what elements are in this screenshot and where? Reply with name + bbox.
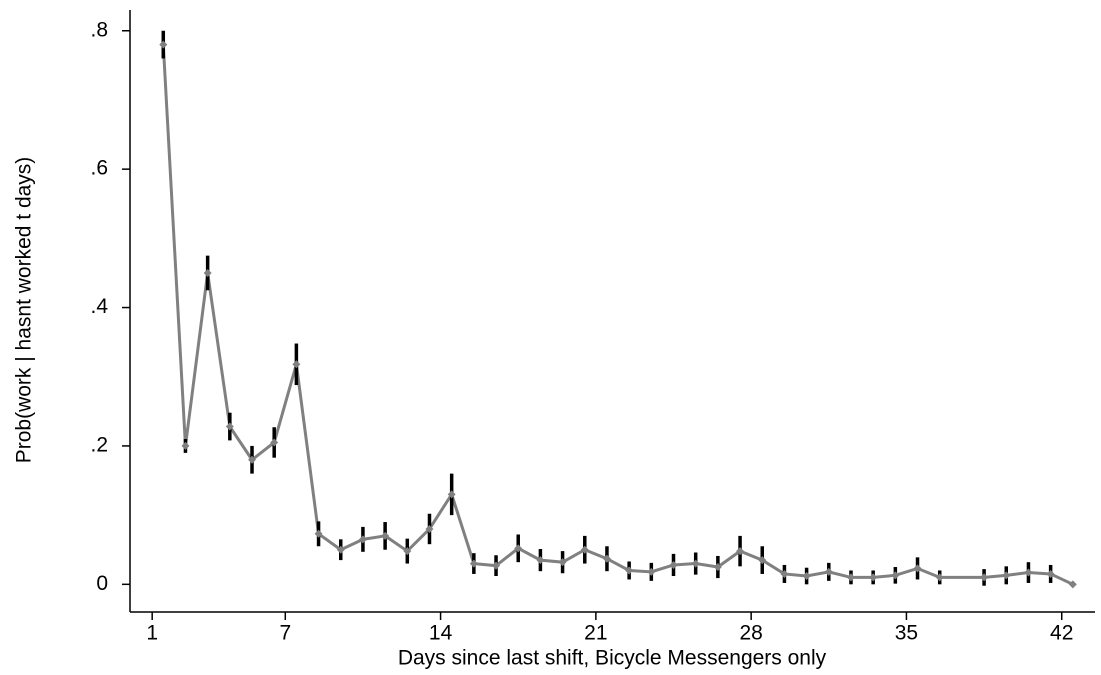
y-tick-label: 0: [96, 572, 108, 595]
x-tick-label: 28: [739, 622, 762, 645]
point: [292, 360, 301, 369]
y-axis-title: Prob(work | hasnt worked t days): [13, 157, 36, 464]
point: [891, 571, 900, 580]
point: [713, 563, 722, 572]
point: [625, 566, 634, 575]
x-tick-label: 42: [1050, 622, 1073, 645]
point: [425, 524, 434, 533]
point: [514, 544, 523, 553]
point: [780, 569, 789, 578]
x-tick-label: 35: [895, 622, 918, 645]
y-tick-label: .6: [90, 157, 108, 180]
point: [314, 529, 323, 538]
point: [1068, 580, 1077, 589]
series-line: [161, 44, 1074, 586]
point: [492, 561, 501, 570]
point: [913, 564, 922, 573]
x-axis-title: Days since last shift, Bicycle Messenger…: [398, 647, 827, 670]
x-tick-label: 7: [279, 622, 291, 645]
point: [935, 573, 944, 582]
x-tick-label: 1: [146, 622, 158, 645]
point: [358, 535, 367, 544]
point: [203, 268, 212, 277]
point: [1002, 571, 1011, 580]
point: [248, 455, 257, 464]
point: [669, 560, 678, 569]
y-tick-label: .2: [90, 433, 108, 456]
point: [758, 556, 767, 565]
point: [447, 490, 456, 499]
point: [469, 559, 478, 568]
point: [1024, 568, 1033, 577]
point: [602, 554, 611, 563]
point: [802, 572, 811, 581]
point: [381, 531, 390, 540]
y-tick-label: .4: [90, 295, 108, 318]
point: [824, 567, 833, 576]
point: [336, 545, 345, 554]
point: [846, 573, 855, 582]
point: [736, 547, 745, 556]
y-tick-label: .8: [90, 18, 108, 41]
point: [558, 558, 567, 567]
point: [270, 438, 279, 447]
point: [536, 556, 545, 565]
point: [181, 441, 190, 450]
point: [1046, 569, 1055, 578]
point: [980, 573, 989, 582]
point: [647, 567, 656, 576]
point: [225, 422, 234, 431]
x-tick-label: 14: [429, 622, 453, 645]
point: [403, 547, 412, 556]
point: [580, 545, 589, 554]
x-tick-label: 21: [584, 622, 607, 645]
point: [691, 559, 700, 568]
point: [159, 40, 168, 49]
point: [869, 573, 878, 582]
